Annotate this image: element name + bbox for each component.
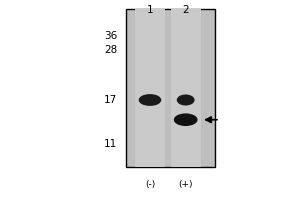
Ellipse shape xyxy=(177,94,195,106)
Ellipse shape xyxy=(139,94,161,106)
Text: 17: 17 xyxy=(104,95,117,105)
Text: 2: 2 xyxy=(182,5,189,15)
Bar xyxy=(126,9,215,167)
Ellipse shape xyxy=(174,113,198,126)
Text: 1: 1 xyxy=(147,5,153,15)
Text: (-): (-) xyxy=(145,180,155,189)
Bar xyxy=(135,9,165,167)
Text: (+): (+) xyxy=(178,180,193,189)
Text: 36: 36 xyxy=(104,31,117,41)
Text: 28: 28 xyxy=(104,45,117,55)
Bar xyxy=(171,9,200,167)
Text: 11: 11 xyxy=(104,139,117,149)
